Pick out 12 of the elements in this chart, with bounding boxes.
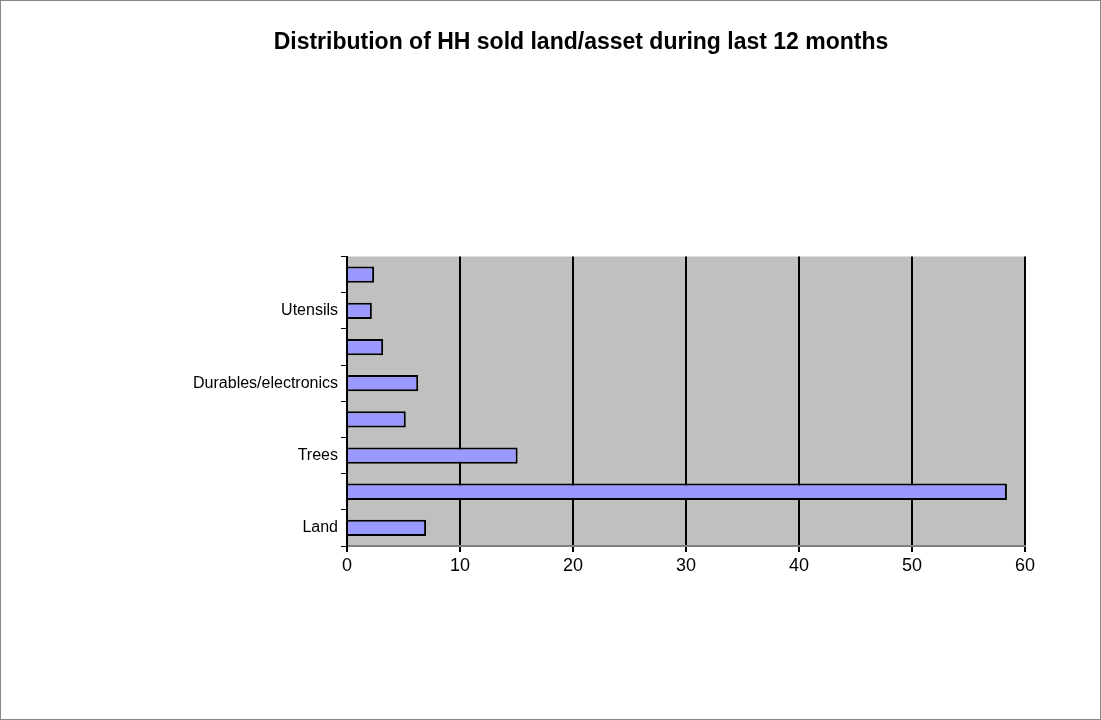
x-tick-label: 60 — [1014, 554, 1036, 575]
x-tick-label: 30 — [675, 554, 697, 575]
x-tick-label: 40 — [788, 554, 810, 575]
y-tick-label: Utensils — [281, 301, 338, 319]
x-tick-label: 20 — [562, 554, 584, 575]
x-tick-label: 10 — [449, 554, 471, 575]
x-tick-label: 0 — [341, 554, 353, 575]
y-tick-label: Durables/electronics — [193, 373, 338, 391]
chart-title: Distribution of HH sold land/asset during last 12 months — [273, 28, 889, 55]
y-tick-label: Trees — [297, 445, 338, 463]
y-tick-label: Land — [302, 518, 338, 536]
x-tick-label: 50 — [901, 554, 923, 575]
